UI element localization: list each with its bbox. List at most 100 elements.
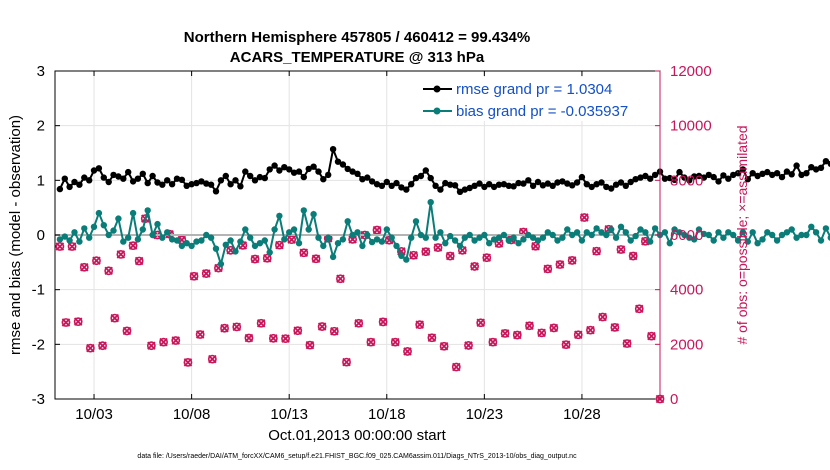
obs-assimilated-marker [86, 343, 95, 353]
obs-possible-marker [116, 250, 126, 259]
bias-series-point [588, 231, 595, 239]
rmse-series-point [637, 174, 644, 181]
rmse-series-point [749, 170, 756, 177]
y-tick-label-left: 0 [37, 227, 45, 244]
rmse-series-point [81, 174, 88, 181]
bias-series-point [608, 226, 615, 233]
rmse-series-point [300, 173, 307, 181]
obs-possible-marker [488, 337, 498, 347]
obs-possible-marker [403, 347, 412, 356]
obs-assimilated-marker [403, 347, 412, 356]
rmse-series-point [544, 180, 551, 187]
rmse-series-point [808, 164, 815, 171]
bias-series-point [627, 237, 634, 244]
x-tick-label: 10/28 [563, 406, 601, 423]
rmse-series-point [461, 186, 468, 193]
rmse-series-point [110, 171, 117, 179]
rmse-series-point [349, 168, 356, 175]
obs-assimilated-marker [208, 354, 217, 364]
obs-assimilated-marker [543, 264, 553, 274]
bias-series-point [505, 237, 512, 244]
obs-assimilated-marker [263, 253, 272, 263]
obs-possible-marker [445, 251, 455, 261]
bias-series-point [759, 236, 766, 243]
bias-series-point [676, 229, 683, 236]
bias-series-point [154, 220, 161, 228]
rmse-series-point [408, 181, 415, 188]
obs-possible-marker [616, 245, 626, 254]
y-tick-label-right: 8000 [670, 172, 703, 189]
obs-possible-marker [476, 318, 486, 328]
obs-assimilated-marker [55, 242, 65, 251]
obs-assimilated-marker [531, 241, 540, 251]
rmse-series-point [266, 166, 273, 173]
bias-series-point [105, 231, 112, 239]
rmse-series-point [373, 181, 381, 188]
obs-assimilated-marker [561, 340, 571, 349]
bias-series-point [320, 242, 327, 250]
obs-assimilated-marker [98, 341, 107, 350]
x-tick-label: 10/13 [270, 406, 308, 423]
bias-series-point [598, 229, 605, 236]
rmse-series-point [388, 182, 395, 189]
bias-series-point [359, 242, 366, 250]
bias-series-point [700, 230, 708, 238]
rmse-series-point [168, 181, 176, 188]
bias-series-point [539, 234, 547, 241]
rmse-series-point [256, 173, 264, 181]
bias-series-point [705, 231, 712, 239]
bias-series-point [637, 226, 644, 233]
rmse-series-point [730, 171, 737, 179]
rmse-series-point [510, 183, 517, 190]
bias-series-point [534, 237, 542, 244]
bias-series-point [207, 234, 215, 241]
bias-series-point [300, 207, 307, 214]
obs-assimilated-marker [439, 342, 449, 351]
bias-series-point [364, 231, 371, 239]
obs-assimilated-marker [586, 325, 595, 335]
obs-assimilated-marker [195, 330, 205, 339]
obs-possible-marker [439, 341, 449, 351]
bias-series-point [456, 242, 464, 250]
bias-series-point [812, 229, 820, 236]
bias-series-point [271, 226, 278, 233]
obs-possible-marker [110, 313, 120, 323]
rmse-series-point [617, 179, 625, 186]
rmse-series-point [744, 176, 751, 183]
rmse-series-point [417, 172, 425, 180]
obs-possible-marker [329, 326, 339, 336]
rmse-series-point [466, 184, 473, 192]
rmse-series-point [632, 176, 639, 183]
obs-possible-marker [464, 341, 473, 350]
obs-possible-marker [482, 253, 492, 263]
obs-assimilated-marker [275, 240, 284, 250]
obs-possible-marker [433, 243, 443, 252]
bias-series-point [788, 226, 795, 233]
rmse-series-point [227, 181, 234, 188]
x-tick-label: 10/03 [75, 406, 113, 423]
rmse-series-point [412, 174, 420, 182]
obs-possible-marker [561, 340, 571, 350]
obs-assimilated-marker [635, 304, 644, 314]
bias-series-point [334, 240, 342, 247]
obs-assimilated-marker [147, 341, 156, 350]
y-tick-label-left: -3 [32, 391, 45, 408]
bias-series-point [808, 223, 815, 230]
obs-possible-marker [378, 317, 388, 327]
rmse-series-point [549, 182, 556, 189]
obs-assimilated-marker [427, 333, 437, 343]
legend-label-bias: bias grand pr = -0.035937 [456, 103, 628, 120]
rmse-series-point [578, 173, 586, 181]
rmse-series-point [778, 173, 786, 181]
bias-series-point [310, 211, 317, 218]
bias-series-point [86, 234, 93, 241]
rmse-series-point [705, 171, 712, 179]
bias-series-point [793, 234, 800, 241]
obs-assimilated-marker [574, 330, 583, 340]
rmse-series-point [173, 175, 181, 182]
rmse-series-point [325, 171, 332, 179]
obs-assimilated-marker [110, 313, 120, 323]
bias-series-point [349, 231, 356, 239]
y-axis-label-right: # of obs: o=possible; ×=assimilated [734, 125, 750, 344]
